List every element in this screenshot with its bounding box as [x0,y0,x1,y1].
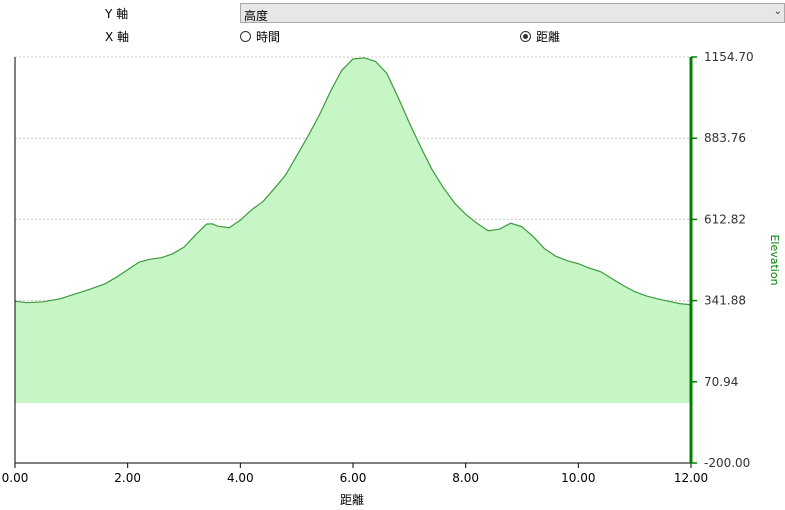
x-tick-label-4: 8.00 [452,471,479,485]
y-tick-label-5: 1154.70 [704,50,754,64]
y-axis-dropdown-value: 高度 [244,9,269,23]
x-axis-option-time[interactable]: 時間 [240,28,280,45]
y-tick-label-0: -200.00 [704,456,750,470]
y-tick-label-2: 341.88 [704,294,746,308]
x-tick-label-2: 4.00 [227,471,254,485]
x-axis-ticks: 0.00 2.00 4.00 6.00 8.00 10.00 12.00 [2,463,708,485]
x-axis-title: 距離 [340,493,364,507]
elevation-area-fill [15,57,691,404]
y-axis-ticks: -200.00 70.94 341.88 612.82 883.76 1154.70 [691,50,754,470]
x-tick-label-1: 2.00 [114,471,141,485]
y-tick-label-3: 612.82 [704,212,746,226]
y-axis-dropdown[interactable]: 高度 ⌄ [240,3,785,23]
y-axis-row-label: Y 軸 [105,7,129,21]
x-axis-option-distance[interactable]: 距離 [520,28,560,45]
x-axis-option-distance-label: 距離 [536,30,561,44]
x-tick-label-0: 0.00 [2,471,29,485]
radio-distance-circle[interactable] [520,31,531,42]
x-tick-label-3: 6.00 [340,471,367,485]
x-axis-option-time-label: 時間 [256,30,281,44]
y-tick-label-1: 70.94 [704,375,738,389]
x-tick-label-5: 10.00 [561,471,595,485]
elevation-series-line [14,57,692,306]
chevron-down-icon[interactable]: ⌄ [773,6,782,17]
y-tick-label-4: 883.76 [704,131,746,145]
y-axis-title: Elevation [768,234,781,285]
radio-time-circle[interactable] [240,31,251,42]
x-axis-row-label: X 軸 [105,30,130,44]
x-tick-label-6: 12.00 [674,471,708,485]
